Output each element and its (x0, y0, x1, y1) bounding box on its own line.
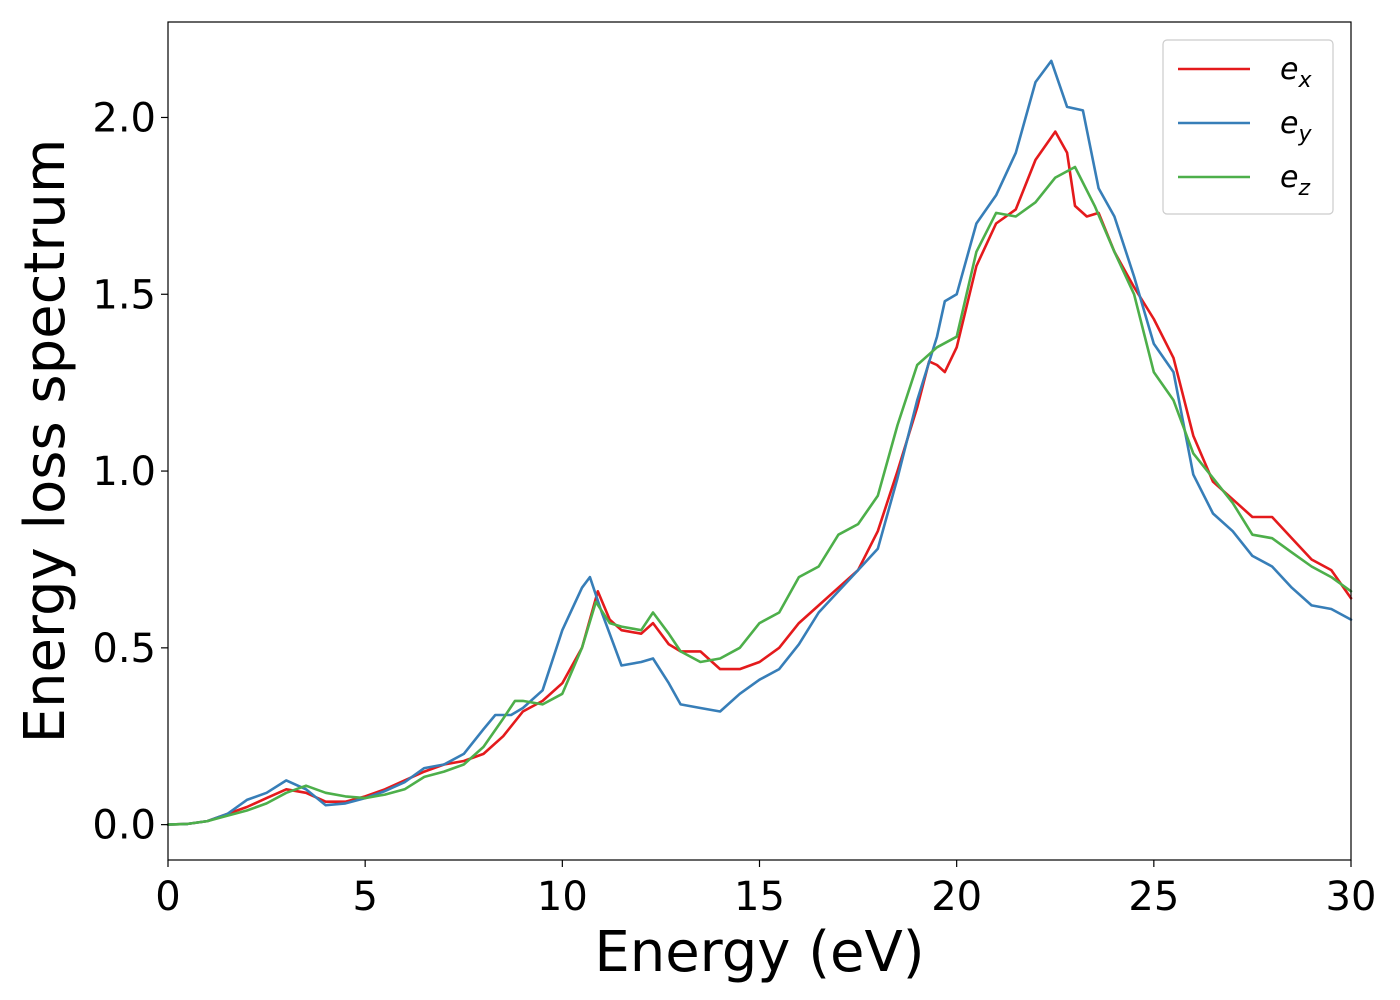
legend-label-e_x: ex (1280, 52, 1312, 93)
y-tick-label: 0.0 (92, 803, 156, 849)
x-axis-ticks: 0 5 10 15 20 25 30 (155, 860, 1376, 920)
x-tick-label: 5 (352, 874, 377, 920)
legend-label-e_z: ez (1280, 160, 1310, 201)
y-tick-label: 1.5 (92, 272, 156, 318)
x-tick-label: 10 (537, 874, 588, 920)
legend: ex ey ez (1162, 39, 1334, 215)
series-layer (166, 59, 1353, 826)
y-tick-label: 2.0 (92, 95, 156, 141)
x-tick-label: 25 (1128, 874, 1179, 920)
x-tick-label: 20 (931, 874, 982, 920)
x-tick-label: 30 (1326, 874, 1377, 920)
series-line-e_z (166, 165, 1353, 826)
x-tick-label: 0 (155, 874, 180, 920)
series-line-e_y (166, 59, 1353, 826)
y-tick-label: 1.0 (92, 449, 156, 495)
plot-area (168, 22, 1351, 860)
legend-label-e_y: ey (1280, 106, 1312, 147)
series-line-e_x (166, 130, 1353, 826)
y-tick-label: 0.5 (92, 626, 156, 672)
y-axis-title: Energy loss spectrum (13, 139, 78, 744)
x-tick-label: 15 (734, 874, 785, 920)
legend-box (1162, 39, 1334, 215)
x-axis-title: Energy (eV) (594, 920, 924, 985)
y-axis-ticks: 0.0 0.5 1.0 1.5 2.0 (92, 95, 168, 849)
